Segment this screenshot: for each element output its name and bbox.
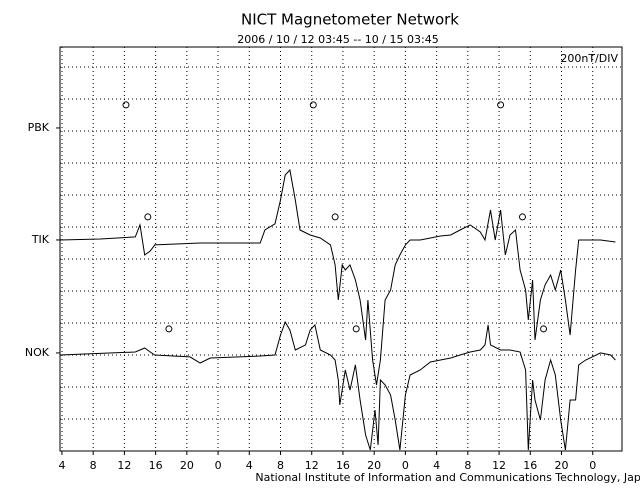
station-label: TIK <box>31 233 50 246</box>
x-tick-label: 20 <box>555 459 569 472</box>
x-tick-label: 16 <box>149 459 163 472</box>
x-tick-label: 0 <box>402 459 409 472</box>
x-tick-label: 20 <box>367 459 381 472</box>
chart-subtitle: 2006 / 10 / 12 03:45 -- 10 / 15 03:45 <box>237 33 438 46</box>
x-tick-label: 0 <box>589 459 596 472</box>
local-noon-marker <box>144 213 152 221</box>
local-noon-marker <box>497 101 505 109</box>
x-tick-label: 8 <box>90 459 97 472</box>
trace <box>60 168 616 385</box>
chart-title: NICT Magnetometer Network <box>241 11 459 29</box>
x-tick-label: 12 <box>492 459 506 472</box>
local-noon-marker <box>540 325 548 333</box>
x-tick-label: 8 <box>464 459 471 472</box>
x-tick-label: 4 <box>433 459 440 472</box>
trace <box>60 320 616 451</box>
footer: National Institute of Information and Co… <box>255 471 640 484</box>
x-tick-label: 12 <box>117 459 131 472</box>
x-tick-label: 4 <box>58 459 65 472</box>
x-tick-label: 0 <box>215 459 222 472</box>
local-noon-marker <box>331 213 339 221</box>
x-tick-label: 16 <box>523 459 537 472</box>
local-noon-marker <box>309 101 317 109</box>
x-tick-label: 12 <box>305 459 319 472</box>
local-noon-marker <box>518 213 526 221</box>
x-tick-label: 4 <box>246 459 253 472</box>
plot-frame <box>59 46 623 452</box>
local-noon-marker <box>352 325 360 333</box>
x-tick-label: 20 <box>180 459 194 472</box>
local-noon-marker <box>122 101 130 109</box>
local-noon-marker <box>165 325 173 333</box>
station-label: NOK <box>25 346 50 359</box>
x-tick-label: 8 <box>277 459 284 472</box>
scale-label: 200nT/DIV <box>560 52 618 65</box>
x-tick-label: 16 <box>336 459 350 472</box>
station-label: PBK <box>28 121 50 134</box>
